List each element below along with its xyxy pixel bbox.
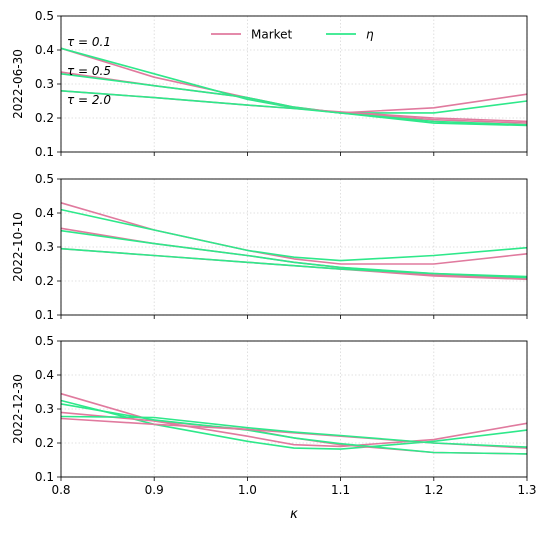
series-line-eta-1-6 xyxy=(60,90,528,127)
series-line-eta-3-4 xyxy=(60,403,528,455)
tau-label: τ = 0.5 xyxy=(67,64,111,78)
x-tick-label: 1.0 xyxy=(238,483,257,497)
series-line-eta-2-6 xyxy=(60,247,528,279)
x-tick-label: 1.3 xyxy=(517,483,536,497)
legend-label-2: η xyxy=(366,28,374,42)
x-tick-label: 1.1 xyxy=(331,483,350,497)
series-line-eta-2-2 xyxy=(60,208,528,262)
y-tick-label: 0.3 xyxy=(35,77,54,91)
y-tick-label: 0.2 xyxy=(35,436,54,450)
series-line-eta-1-2 xyxy=(60,47,528,114)
tau-label: τ = 2.0 xyxy=(67,93,111,107)
y-tick-label: 0.3 xyxy=(35,240,54,254)
y-tick-label: 0.2 xyxy=(35,111,54,125)
y-tick-label: 0.4 xyxy=(35,206,54,220)
x-tick-label: 1.2 xyxy=(424,483,443,497)
y-tick-label: 0.4 xyxy=(35,368,54,382)
y-tick-label: 0.5 xyxy=(35,9,54,23)
x-tick-label: 0.9 xyxy=(145,483,164,497)
y-tick-label: 0.5 xyxy=(35,172,54,186)
series-line-eta-3-6 xyxy=(60,415,528,448)
series-line-market-1-1 xyxy=(60,47,528,114)
y-axis-label: 2022-10-10 xyxy=(11,212,25,282)
y-tick-label: 0.3 xyxy=(35,402,54,416)
y-tick-label: 0.1 xyxy=(35,470,54,484)
y-axis-label: 2022-12-30 xyxy=(11,374,25,444)
x-axis-label: κ xyxy=(290,507,298,522)
y-tick-label: 0.1 xyxy=(35,145,54,159)
y-axis-label: 2022-06-30 xyxy=(11,49,25,119)
series-line-eta-3-2 xyxy=(60,399,528,450)
series-line-market-2-1 xyxy=(60,202,528,265)
tau-label: τ = 0.1 xyxy=(67,35,111,49)
x-tick-label: 0.8 xyxy=(51,483,70,497)
y-tick-label: 0.4 xyxy=(35,43,54,57)
y-tick-label: 0.2 xyxy=(35,274,54,288)
y-tick-label: 0.1 xyxy=(35,308,54,322)
series-line-market-1-3 xyxy=(60,71,528,124)
y-tick-label: 0.5 xyxy=(35,334,54,348)
legend-label-1: Market xyxy=(251,28,293,42)
series-line-eta-1-4 xyxy=(60,73,528,126)
